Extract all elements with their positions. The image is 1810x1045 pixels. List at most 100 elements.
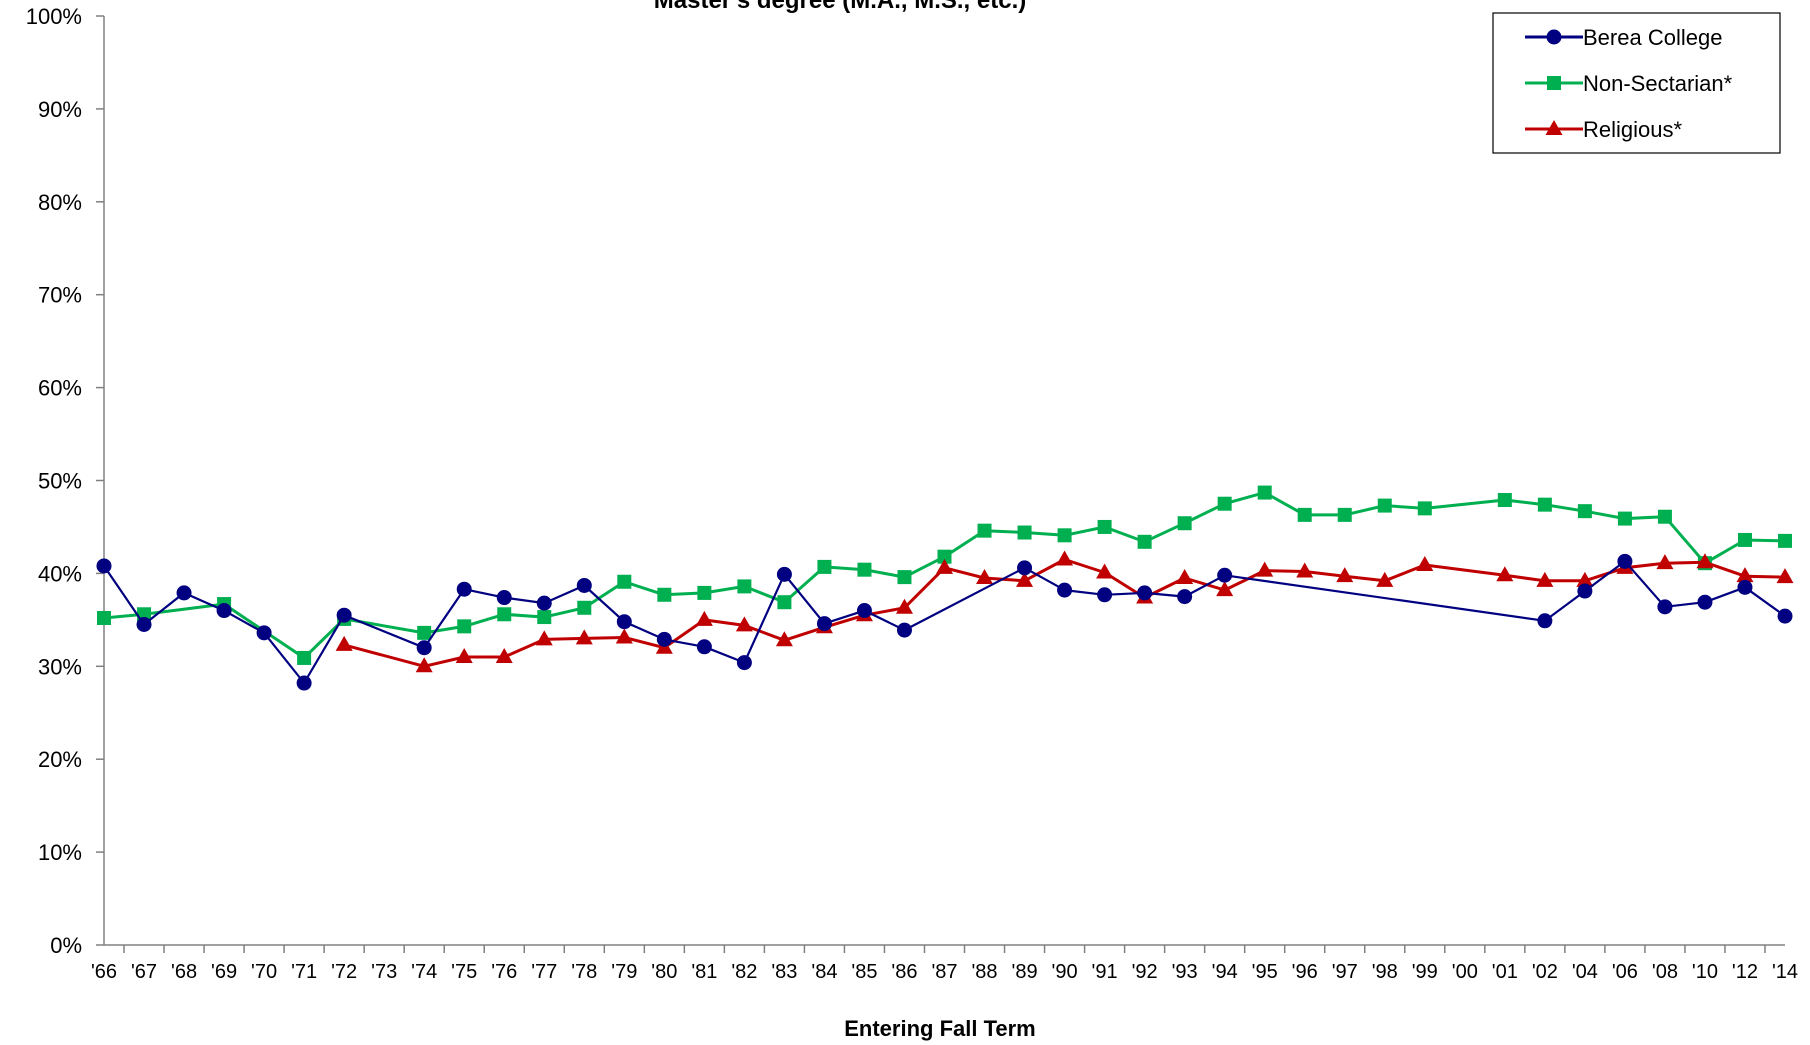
x-tick-label: '98 bbox=[1372, 961, 1398, 983]
data-point bbox=[1736, 567, 1754, 583]
data-point bbox=[415, 657, 433, 673]
data-point bbox=[977, 523, 992, 538]
x-tick-label: '70 bbox=[251, 961, 277, 983]
data-point bbox=[536, 595, 552, 611]
data-point bbox=[1017, 560, 1033, 576]
x-tick-label: '68 bbox=[171, 961, 197, 983]
x-tick-label: '85 bbox=[851, 961, 877, 983]
data-point bbox=[1177, 516, 1192, 531]
x-tick-label: '93 bbox=[1172, 961, 1198, 983]
y-tick-label: 70% bbox=[38, 283, 82, 308]
x-tick-label: '89 bbox=[1012, 961, 1038, 983]
data-point bbox=[897, 570, 912, 585]
y-tick-label: 10% bbox=[38, 840, 82, 865]
x-axis-label: Entering Fall Term bbox=[844, 1016, 1036, 1041]
data-point bbox=[296, 675, 312, 691]
data-point bbox=[1696, 553, 1714, 569]
data-point bbox=[1577, 583, 1593, 599]
x-tick-label: '14 bbox=[1772, 961, 1798, 983]
x-tick-label: '94 bbox=[1212, 961, 1238, 983]
x-tick-label: '92 bbox=[1132, 961, 1158, 983]
data-point bbox=[1336, 567, 1354, 583]
x-tick-label: '04 bbox=[1572, 961, 1598, 983]
data-point bbox=[1737, 532, 1752, 547]
data-point bbox=[1017, 525, 1032, 540]
x-tick-label: '69 bbox=[211, 961, 237, 983]
data-point bbox=[576, 577, 592, 593]
data-point bbox=[856, 603, 872, 619]
data-point bbox=[895, 598, 913, 614]
data-point bbox=[216, 603, 232, 619]
data-point bbox=[817, 559, 832, 574]
legend: Berea College Non-Sectarian* Religious* bbox=[1492, 12, 1781, 154]
x-tick-label: '87 bbox=[931, 961, 957, 983]
series-religious bbox=[335, 550, 1794, 673]
data-point bbox=[297, 650, 312, 665]
y-tick-label: 60% bbox=[38, 376, 82, 401]
data-point bbox=[176, 585, 192, 601]
data-point bbox=[1377, 498, 1392, 513]
data-point bbox=[575, 629, 593, 645]
data-point bbox=[696, 639, 712, 655]
data-point bbox=[335, 635, 353, 651]
series-non-sectarian bbox=[97, 485, 1792, 665]
data-point bbox=[496, 590, 512, 606]
x-tick-label: '99 bbox=[1412, 961, 1438, 983]
data-point bbox=[657, 587, 672, 602]
data-point bbox=[1096, 563, 1114, 579]
x-tick-label: '83 bbox=[771, 961, 797, 983]
data-point bbox=[455, 648, 473, 664]
x-tick-label: '75 bbox=[451, 961, 477, 983]
data-point bbox=[1657, 509, 1672, 524]
data-point bbox=[1656, 554, 1674, 570]
data-point bbox=[97, 610, 111, 625]
legend-label: Non-Sectarian* bbox=[1583, 71, 1733, 96]
series-berea-college bbox=[96, 553, 1793, 691]
x-tick-label: '84 bbox=[811, 961, 837, 983]
data-point bbox=[256, 625, 272, 641]
x-tick-label: '86 bbox=[891, 961, 917, 983]
data-point bbox=[1776, 568, 1794, 584]
data-point bbox=[1057, 528, 1072, 543]
data-point bbox=[1416, 556, 1434, 572]
data-point bbox=[537, 610, 552, 625]
y-tick-label: 90% bbox=[38, 97, 82, 122]
data-point bbox=[417, 625, 432, 640]
x-tick-label: '91 bbox=[1092, 961, 1118, 983]
data-point bbox=[697, 585, 712, 600]
y-tick-label: 40% bbox=[38, 561, 82, 586]
data-point bbox=[1496, 566, 1514, 582]
data-point bbox=[896, 622, 912, 638]
legend-item: Berea College bbox=[1525, 25, 1722, 50]
data-point bbox=[1537, 497, 1552, 512]
x-tick-label: '73 bbox=[371, 961, 397, 983]
x-tick-label: '78 bbox=[571, 961, 597, 983]
data-point bbox=[1016, 571, 1034, 587]
data-point bbox=[735, 616, 753, 632]
data-point bbox=[456, 581, 472, 597]
data-point bbox=[1137, 585, 1153, 601]
legend-item: Non-Sectarian* bbox=[1525, 71, 1733, 96]
x-tick-label: '72 bbox=[331, 961, 357, 983]
data-point bbox=[656, 631, 672, 647]
data-point bbox=[1216, 581, 1234, 597]
y-tick-label: 0% bbox=[50, 933, 82, 958]
data-point bbox=[1537, 613, 1553, 629]
x-tick-label: '76 bbox=[491, 961, 517, 983]
data-point bbox=[775, 631, 793, 647]
data-point bbox=[1257, 485, 1272, 500]
data-point bbox=[776, 566, 792, 582]
x-tick-label: '66 bbox=[91, 961, 117, 983]
x-tick-label: '02 bbox=[1532, 961, 1558, 983]
data-point bbox=[857, 562, 872, 577]
data-point bbox=[136, 616, 152, 632]
x-tick-label: '80 bbox=[651, 961, 677, 983]
series-line bbox=[103, 491, 1786, 660]
y-tick-label: 20% bbox=[38, 747, 82, 772]
legend-item: Religious* bbox=[1525, 117, 1682, 142]
data-point bbox=[1697, 594, 1713, 610]
data-point bbox=[1617, 511, 1632, 526]
data-point bbox=[336, 607, 352, 623]
data-point bbox=[457, 619, 472, 634]
x-tick-label: '79 bbox=[611, 961, 637, 983]
